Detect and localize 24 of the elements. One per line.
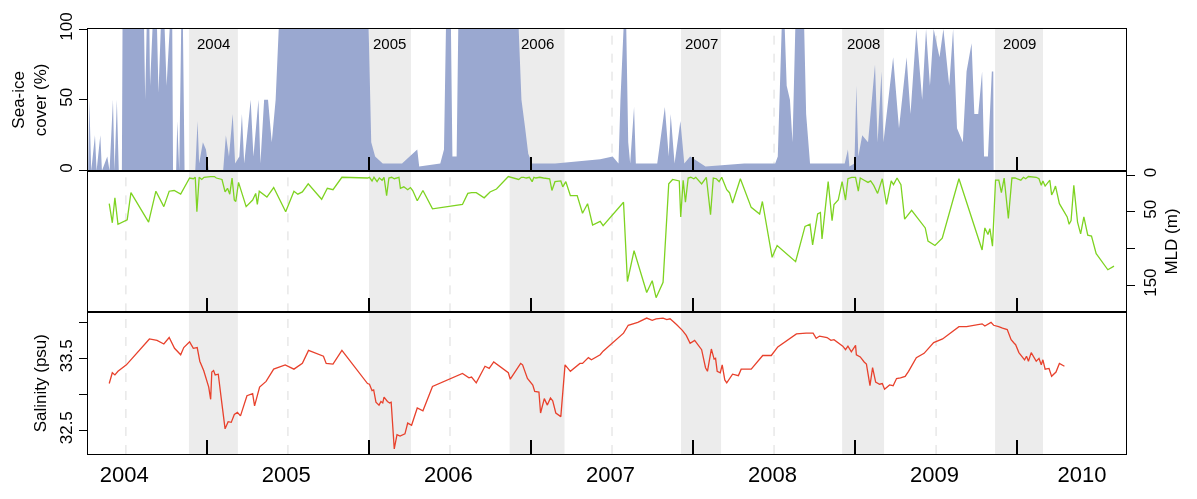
y-tick-label: 50 xyxy=(57,87,77,107)
x-tick-label: 2007 xyxy=(585,461,635,487)
y-tick-label: 32.5 xyxy=(57,411,77,445)
band-label: 2005 xyxy=(373,35,407,52)
y-tick-label: 0 xyxy=(57,163,77,173)
x-tick-label: 2004 xyxy=(99,461,149,487)
band-label: 2006 xyxy=(521,35,555,52)
y2-tick-label: 150 xyxy=(1140,268,1160,297)
y-tick-label: 33.5 xyxy=(57,339,77,373)
y2-tick-label: 50 xyxy=(1140,199,1160,219)
x-tick-label: 2005 xyxy=(261,461,311,487)
x-tick-label: 2008 xyxy=(747,461,797,487)
y2-axis-title: MLD (m) xyxy=(1161,208,1181,275)
band-label: 2007 xyxy=(685,35,719,52)
y2-tick-label: 0 xyxy=(1140,167,1160,178)
band-label: 2004 xyxy=(197,35,231,52)
y-tick-label: 100 xyxy=(57,12,77,41)
y-axis-title: Sea-ice cover (%) xyxy=(8,63,50,137)
y-axis-title: Salinity (psu) xyxy=(30,334,50,433)
x-tick-label: 2006 xyxy=(423,461,473,487)
x-tick-label: 2010 xyxy=(1057,461,1107,487)
x-tick-label: 2009 xyxy=(909,461,959,487)
band-label: 2009 xyxy=(1003,35,1037,52)
band-label: 2008 xyxy=(847,35,881,52)
